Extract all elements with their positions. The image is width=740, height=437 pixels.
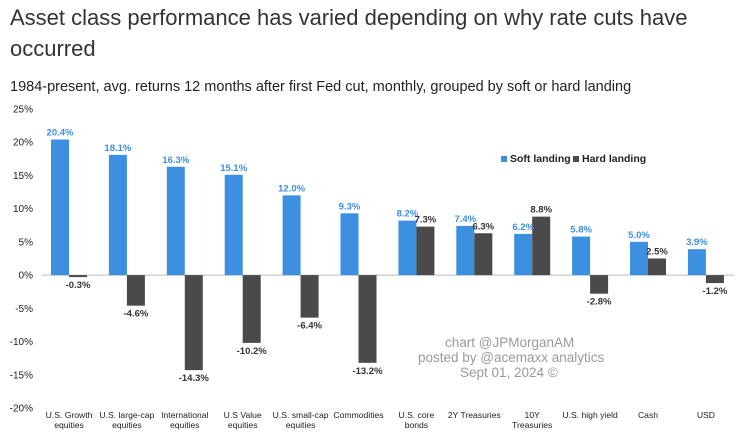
bar-soft-landing: [340, 213, 359, 276]
bar-soft-landing: [572, 236, 591, 276]
data-label-hard: 8.8%: [530, 205, 552, 216]
data-label-soft: 7.4%: [454, 214, 476, 225]
data-label-hard: -0.3%: [66, 280, 91, 291]
legend-swatch-soft: [501, 156, 507, 162]
data-label-soft: 3.9%: [686, 237, 708, 248]
category-label: 10Y: [525, 410, 541, 420]
data-label-soft: 6.2%: [512, 222, 534, 233]
data-label-hard: -4.6%: [123, 309, 148, 320]
bar-hard-landing: [648, 258, 666, 276]
data-label-hard: -1.2%: [702, 286, 727, 297]
watermark-line-2: posted by @acemaxx analytics: [418, 350, 605, 365]
category-label: U.S. small-cap: [273, 410, 329, 420]
category-label: Commodities: [333, 410, 383, 420]
watermark-line-3: Sept 01, 2024 ©: [460, 365, 558, 380]
y-tick-label: 5%: [19, 237, 34, 248]
bar-hard-landing: [416, 226, 435, 276]
category-label: equities: [170, 420, 200, 430]
y-tick-label: 25%: [13, 105, 33, 116]
y-tick-label: 15%: [13, 171, 33, 182]
category-label: bonds: [405, 420, 428, 430]
bar-hard-landing: [358, 275, 377, 363]
bar-hard-landing: [69, 275, 87, 278]
bar-hard-landing: [184, 275, 203, 371]
category-label: 2Y Treasuries: [448, 410, 501, 420]
category-label: Cash: [638, 410, 658, 420]
data-label-hard: -2.8%: [587, 297, 612, 308]
bar-hard-landing: [590, 275, 609, 294]
data-label-soft: 16.3%: [162, 155, 189, 166]
watermark: chart @JPMorganAM posted by @acemaxx ana…: [418, 335, 605, 380]
bar-hard-landing: [126, 275, 145, 306]
category-label: U.S. core: [398, 410, 434, 420]
data-label-soft: 9.3%: [339, 201, 361, 212]
category-label: U.S. high yield: [562, 410, 618, 420]
bar-chart: 25% 20% 15% 10% 5% 0% -5% -10% -15% -20% 20.4% -0.…: [10, 105, 734, 430]
y-tick-label: -20%: [10, 404, 33, 415]
data-label-hard: 2.5%: [646, 247, 668, 258]
bar-soft-landing: [108, 154, 127, 276]
y-tick-label: 0%: [19, 271, 34, 282]
data-label-hard: -10.2%: [237, 346, 268, 357]
bar-hard-landing: [242, 275, 261, 343]
y-tick-label: -15%: [10, 370, 33, 381]
data-label-hard: -13.2%: [352, 366, 383, 377]
data-label-soft: 12.0%: [278, 183, 305, 194]
category-label: equities: [286, 420, 316, 430]
data-label-soft: 5.0%: [628, 230, 650, 241]
data-label-hard: 7.3%: [415, 215, 437, 226]
y-tick-label: -5%: [15, 304, 33, 315]
data-label-hard: -6.4%: [297, 321, 322, 332]
chart-subtitle: 1984-present, avg. returns 12 months aft…: [10, 79, 632, 95]
y-tick-label: -10%: [10, 337, 33, 348]
legend-label-hard: Hard landing: [582, 153, 646, 165]
category-label: equities: [54, 420, 84, 430]
bar-hard-landing: [300, 275, 319, 318]
data-label-soft: 18.1%: [104, 143, 131, 154]
data-label-soft: 20.4%: [47, 128, 74, 139]
legend: Soft landing Hard landing: [501, 153, 646, 165]
bars: [51, 139, 724, 371]
category-label: U.S Value: [224, 410, 262, 420]
bar-hard-landing: [474, 233, 493, 276]
bar-hard-landing: [705, 275, 724, 284]
bar-soft-landing: [51, 139, 69, 276]
category-label: U.S. large-cap: [99, 410, 154, 420]
category-label: equities: [112, 420, 142, 430]
data-label-soft: 15.1%: [220, 163, 247, 174]
category-label: Treasuries: [512, 420, 552, 430]
bar-soft-landing: [398, 220, 417, 276]
category-label: USD: [697, 410, 715, 420]
data-label-soft: 8.2%: [397, 209, 419, 220]
data-labels: 20.4% -0.3% 18.1% -4.6% 16.3% -14.3% 15.1% -10.…: [47, 128, 728, 385]
data-label-soft: 5.8%: [570, 225, 592, 236]
category-label: equities: [228, 420, 258, 430]
bar-soft-landing: [630, 241, 648, 276]
bar-soft-landing: [687, 249, 706, 276]
legend-label-soft: Soft landing: [510, 153, 571, 165]
bar-soft-landing: [166, 166, 185, 276]
y-tick-label: 20%: [13, 138, 33, 149]
bar-soft-landing: [282, 195, 301, 276]
watermark-line-1: chart @JPMorganAM: [445, 335, 574, 350]
chart-title: Asset class performance has varied depen…: [10, 5, 688, 61]
bar-soft-landing: [456, 225, 475, 276]
data-label-hard: -14.3%: [179, 373, 210, 384]
bar-soft-landing: [224, 174, 243, 276]
y-axis: 25% 20% 15% 10% 5% 0% -5% -10% -15% -20%: [10, 105, 734, 415]
data-label-hard: 6.3%: [472, 221, 494, 232]
category-label: U.S. Growth: [46, 410, 93, 420]
bar-hard-landing: [532, 216, 551, 276]
category-label: International: [161, 410, 208, 420]
bar-soft-landing: [514, 233, 533, 276]
legend-swatch-hard: [573, 156, 579, 162]
y-tick-label: 10%: [13, 204, 33, 215]
